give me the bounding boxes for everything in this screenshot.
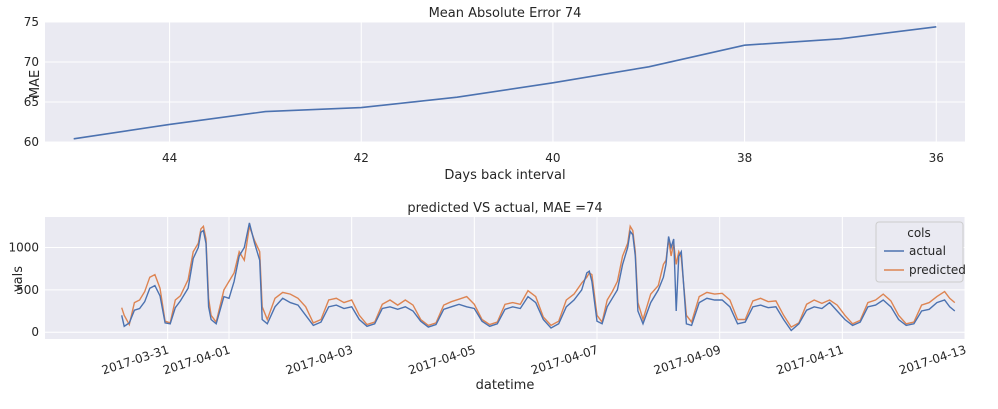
pva-y-ticks: 0 500 1000 [8, 241, 39, 340]
mae-chart-title: Mean Absolute Error 74 [429, 6, 582, 21]
mae-x-ticks: 44 42 40 38 36 [162, 151, 944, 165]
mae-x-axis-label: Days back interval [444, 168, 565, 183]
predicted-series-line [121, 224, 956, 329]
legend: cols actual predicted [875, 221, 966, 283]
legend-predicted-label: predicted [909, 263, 966, 277]
mae-x-tick-label: 44 [162, 151, 177, 165]
pva-x-tick-label: 2017-04-05 [407, 343, 478, 378]
mae-plot-area [45, 22, 965, 142]
legend-title: cols [907, 226, 931, 240]
pva-x-tick-label: 2017-04-13 [897, 343, 968, 378]
mae-x-tick-label: 42 [354, 151, 369, 165]
pva-x-tick-label: 2017-04-01 [161, 343, 232, 378]
mae-gridlines [45, 21, 965, 143]
mae-x-tick-label: 38 [737, 151, 752, 165]
mae-y-tick-label: 65 [24, 95, 39, 109]
pva-y-tick-label: 500 [16, 283, 39, 297]
pva-x-tick-label: 2017-04-09 [652, 343, 723, 378]
pva-y-tick-label: 0 [31, 325, 39, 339]
actual-series-line [121, 222, 956, 332]
mae-y-tick-label: 60 [24, 135, 39, 149]
legend-actual-label: actual [909, 244, 946, 258]
pva-y-tick-label: 1000 [8, 241, 39, 255]
pva-plot-area [45, 217, 965, 339]
mae-y-tick-label: 75 [24, 15, 39, 29]
mae-x-tick-label: 40 [545, 151, 560, 165]
pva-x-tick-label: 2017-03-31 [100, 343, 171, 378]
pva-chart-title: predicted VS actual, MAE =74 [407, 201, 602, 216]
legend-box [875, 221, 964, 283]
mae-y-axis-label: MAE [28, 70, 43, 98]
pva-x-tick-label: 2017-04-07 [529, 343, 600, 378]
mae-series-line [73, 26, 937, 140]
mae-y-ticks: 60 65 70 75 [24, 15, 39, 149]
pva-x-tick-label: 2017-04-03 [284, 343, 355, 378]
pva-x-tick-label: 2017-04-11 [775, 343, 846, 378]
predicted-vs-actual-chart: predicted VS actual, MAE =74 0 500 1000 20… [8, 201, 967, 393]
pva-y-axis-label: vals [11, 266, 26, 292]
mae-y-tick-label: 70 [24, 55, 39, 69]
mae-x-tick-label: 36 [929, 151, 944, 165]
pva-x-axis-label: datetime [476, 378, 535, 393]
mae-chart: Mean Absolute Error 74 60 65 70 75 44 42 40 38… [24, 6, 965, 183]
